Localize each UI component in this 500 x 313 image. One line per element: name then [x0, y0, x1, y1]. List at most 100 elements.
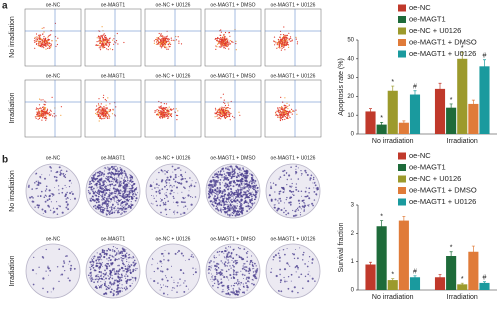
colony — [176, 211, 179, 214]
colony — [130, 189, 132, 192]
colony — [124, 208, 127, 211]
flow-event — [159, 45, 162, 47]
flow-event — [283, 114, 285, 116]
colony — [118, 175, 120, 177]
flow-event — [279, 111, 281, 113]
colony — [110, 275, 111, 277]
flow-event — [279, 119, 281, 121]
colony — [215, 177, 217, 179]
colony — [242, 167, 244, 169]
colony — [171, 289, 173, 291]
colony — [240, 281, 243, 284]
colony — [45, 188, 48, 190]
flow-event — [221, 106, 223, 108]
colony — [236, 199, 239, 202]
colony — [88, 186, 90, 189]
colony — [107, 194, 110, 196]
flow-event — [215, 38, 217, 40]
colony — [213, 183, 215, 185]
colony — [108, 207, 110, 209]
colony — [187, 208, 189, 210]
colony — [297, 268, 299, 270]
flow-event — [286, 42, 288, 44]
colony — [190, 255, 193, 258]
colony — [123, 190, 125, 191]
flow-event — [40, 40, 42, 43]
flow-event — [217, 37, 219, 39]
colony — [289, 265, 291, 267]
colony — [211, 194, 213, 196]
colony — [102, 189, 105, 192]
colony — [109, 186, 111, 188]
colony — [110, 206, 113, 209]
colony — [232, 261, 235, 263]
colony — [119, 194, 122, 197]
flow-event — [156, 109, 158, 111]
flow-event — [296, 43, 298, 45]
colony — [234, 200, 237, 203]
colony — [64, 184, 66, 187]
flow-event — [287, 37, 289, 39]
flow-event — [42, 45, 44, 47]
flow-event — [221, 115, 223, 117]
colony — [273, 206, 276, 209]
flow-event — [158, 106, 160, 108]
flow-event — [43, 31, 45, 33]
colony — [126, 275, 129, 278]
colony — [227, 167, 229, 169]
colony — [228, 169, 231, 171]
colony — [213, 191, 215, 194]
flow-event — [102, 118, 104, 120]
colony — [96, 175, 99, 178]
flow-event — [35, 43, 38, 46]
flow-event — [100, 47, 102, 49]
colony — [114, 272, 117, 275]
colony — [94, 178, 96, 180]
flow-event — [109, 41, 111, 44]
flow-event — [163, 39, 165, 42]
flow-event — [34, 116, 37, 118]
colony — [160, 265, 163, 267]
colony — [35, 172, 38, 175]
flow-event — [157, 38, 159, 40]
flow-event — [104, 36, 106, 39]
colony — [247, 197, 249, 199]
flow-event — [167, 113, 169, 115]
flow-event — [103, 106, 105, 108]
colony — [97, 204, 100, 206]
colony — [93, 179, 95, 181]
colony — [55, 176, 58, 179]
flow-event — [276, 110, 278, 112]
colony — [58, 166, 61, 169]
colony — [222, 199, 224, 202]
flow-event — [103, 43, 105, 45]
significance-mark: # — [413, 269, 417, 276]
flow-event — [283, 41, 285, 43]
colony — [124, 275, 126, 277]
flow-event — [220, 34, 222, 37]
flow-event — [109, 116, 111, 118]
colony — [113, 250, 115, 252]
flow-event — [116, 32, 118, 35]
flow-event — [101, 112, 103, 114]
colony — [109, 209, 111, 211]
flow-event — [226, 113, 228, 115]
colony — [316, 186, 319, 189]
y-tick-label: 1 — [351, 259, 355, 265]
colony — [68, 179, 71, 182]
colony — [211, 265, 213, 267]
colony — [95, 287, 98, 289]
flow-event — [101, 118, 103, 120]
flow-plot — [264, 79, 322, 138]
colony — [122, 248, 125, 251]
colony — [135, 194, 137, 196]
colony — [306, 173, 309, 177]
flow-event — [224, 102, 226, 104]
flow-event — [280, 96, 282, 98]
flow-event — [223, 33, 225, 36]
flow-event — [109, 48, 111, 50]
colony — [235, 210, 237, 213]
colony — [245, 170, 247, 172]
colony — [170, 189, 173, 192]
flow-event — [175, 35, 177, 38]
